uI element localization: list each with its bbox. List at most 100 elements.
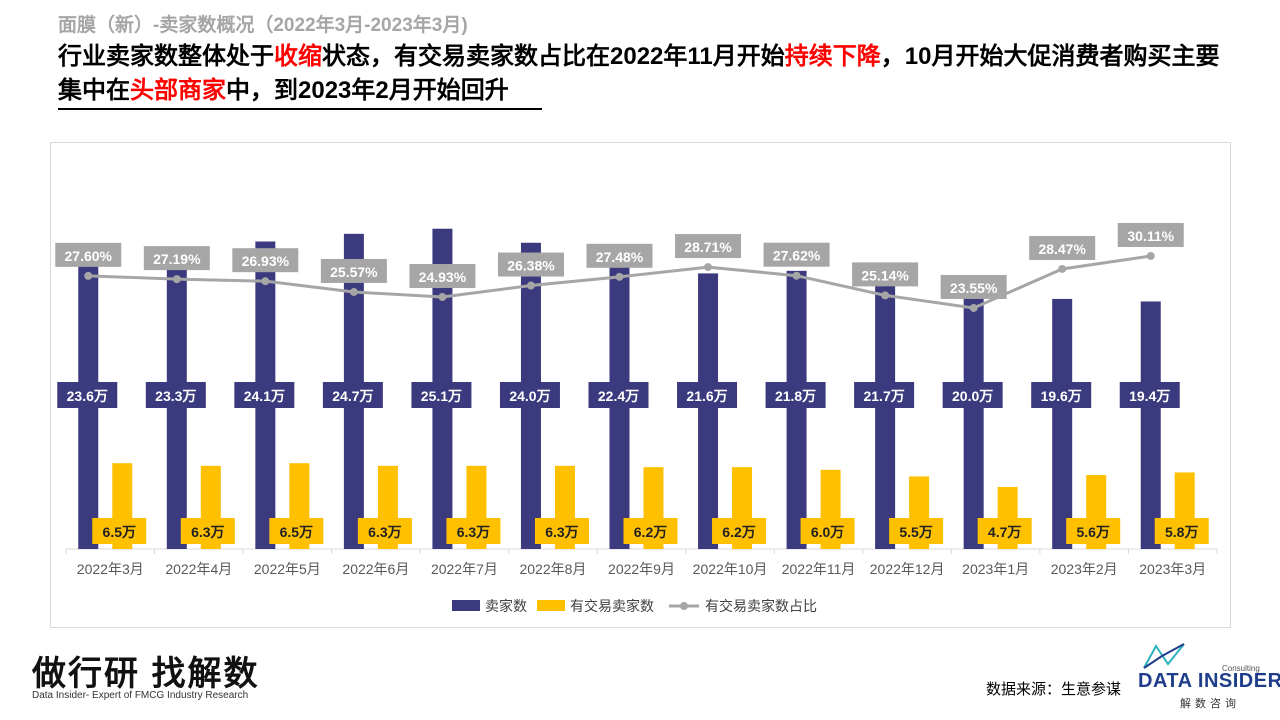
ratio-label-box (143, 246, 210, 271)
seller-bar (786, 270, 807, 549)
seller-label-box (234, 382, 295, 408)
active-data-label: 6.0万 (811, 524, 844, 540)
ratio-data-label: 26.38% (507, 258, 555, 274)
legend-label-ratio: 有交易卖家数占比 (705, 598, 817, 614)
x-tick-label: 2022年7月 (431, 561, 498, 577)
ratio-point (526, 281, 535, 290)
x-tick-label: 2022年8月 (519, 561, 586, 577)
seller-label-box (765, 382, 826, 408)
active-data-label: 6.3万 (368, 524, 401, 540)
x-tick-label: 2022年4月 (165, 561, 232, 577)
logo-name: DATA INSIDER (1138, 670, 1280, 692)
headline-text: 中，到2023年2月开始回升 (226, 77, 509, 104)
headline-highlight: 收缩 (274, 43, 322, 70)
legend-swatch-seller (452, 600, 480, 611)
x-tick-label: 2022年5月 (254, 561, 321, 577)
active-data-label: 5.8万 (1165, 524, 1198, 540)
data-source: 数据来源：生意参谋 (986, 681, 1122, 698)
chart-frame: 23.6万 6.5万 2022年3月 23.3万 6.3万 2022年4月 24.1万 6.5… (50, 142, 1231, 628)
active-data-label: 6.3万 (545, 524, 578, 540)
seller-label-box (322, 382, 383, 408)
seller-bar (1052, 298, 1073, 549)
seller-data-label: 19.4万 (1129, 388, 1170, 404)
logo-subtitle: 解数咨询 (1180, 698, 1240, 710)
x-tick-label: 2023年1月 (962, 561, 1029, 577)
active-label-box (623, 518, 678, 544)
active-label-box (357, 518, 412, 544)
ratio-point (792, 271, 801, 280)
seller-label-box (854, 382, 915, 408)
active-label-box (446, 518, 501, 544)
data-insider-logo-icon (1143, 643, 1185, 669)
ratio-point (969, 303, 978, 312)
seller-data-label: 24.1万 (244, 388, 285, 404)
ratio-data-label: 24.93% (419, 269, 467, 285)
seller-label-box (677, 382, 738, 408)
seller-label-box (1119, 382, 1180, 408)
seller-label-box (942, 382, 1003, 408)
seller-label-box (588, 382, 649, 408)
seller-data-label: 24.7万 (332, 388, 373, 404)
active-data-label: 6.3万 (191, 524, 224, 540)
ratio-label-box (497, 252, 564, 277)
active-data-label: 5.6万 (1076, 524, 1109, 540)
seller-label-box (499, 382, 560, 408)
ratio-label-box (675, 234, 742, 259)
ratio-label-box (409, 264, 476, 289)
ratio-point (438, 293, 447, 302)
ratio-label-box (232, 248, 299, 273)
page-headline: 行业卖家数整体处于收缩状态，有交易卖家数占比在2022年11月开始持续下降，10… (58, 40, 1238, 108)
seller-data-label: 22.4万 (598, 388, 639, 404)
seller-data-label: 21.7万 (863, 388, 904, 404)
ratio-label-box (940, 274, 1007, 299)
seller-data-label: 24.0万 (509, 388, 550, 404)
ratio-label-box (586, 243, 653, 268)
x-tick-label: 2022年9月 (608, 561, 675, 577)
ratio-label-box (55, 242, 122, 267)
ratio-point (1058, 264, 1067, 273)
ratio-data-label: 25.57% (330, 264, 378, 280)
x-tick-label: 2023年3月 (1139, 561, 1206, 577)
active-data-label: 6.5万 (103, 524, 136, 540)
ratio-point (349, 287, 358, 296)
active-label-box (712, 518, 767, 544)
headline-highlight: 头部商家 (130, 77, 226, 104)
legend-swatch-active (537, 600, 565, 611)
ratio-point (1146, 251, 1155, 260)
legend-label-active: 有交易卖家数 (570, 598, 654, 614)
active-data-label: 6.2万 (634, 524, 667, 540)
seller-bar (875, 272, 896, 549)
seller-data-label: 21.6万 (686, 388, 727, 404)
ratio-data-label: 23.55% (950, 280, 998, 296)
seller-label-box (57, 382, 118, 408)
ratio-data-label: 27.19% (153, 251, 201, 267)
seller-bar (698, 273, 719, 549)
x-tick-label: 2022年6月 (342, 561, 409, 577)
active-label-box (1066, 518, 1121, 544)
active-label-box (180, 518, 235, 544)
page-subtitle: 面膜（新）-卖家数概况（2022年3月-2023年3月) (58, 15, 468, 36)
ratio-data-label: 26.93% (242, 253, 290, 269)
legend-swatch-ratio-point (680, 602, 688, 610)
seller-data-label: 25.1万 (421, 388, 462, 404)
brand-slogan: 做行研 找解数 (32, 655, 260, 693)
ratio-data-label: 25.14% (861, 267, 909, 283)
ratio-data-label: 28.71% (684, 239, 732, 255)
seller-data-label: 21.8万 (775, 388, 816, 404)
active-label-box (269, 518, 324, 544)
logo-consulting-text: Consulting (1222, 664, 1260, 673)
active-label-box (1154, 518, 1209, 544)
ratio-label-box (320, 258, 387, 283)
seller-label-box (411, 382, 472, 408)
x-tick-label: 2022年10月 (693, 561, 768, 577)
active-data-label: 6.2万 (722, 524, 755, 540)
active-label-box (534, 518, 589, 544)
active-data-label: 6.3万 (457, 524, 490, 540)
seller-label-box (1031, 382, 1092, 408)
ratio-point (615, 272, 624, 281)
x-tick-label: 2022年3月 (77, 561, 144, 577)
seller-bar (963, 293, 984, 549)
ratio-data-label: 27.62% (773, 248, 821, 264)
ratio-data-label: 27.48% (596, 249, 644, 265)
ratio-point (881, 291, 890, 300)
